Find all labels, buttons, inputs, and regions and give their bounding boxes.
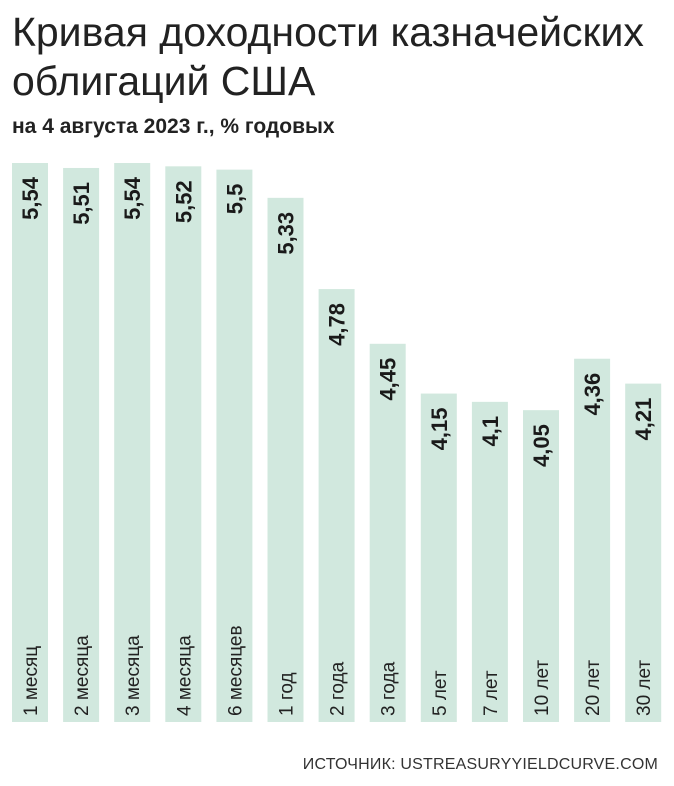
bar-group: 5,5 6 месяцев [216,169,253,722]
bar-value-label: 4,1 [478,416,503,447]
bar [63,167,100,722]
bar-group: 5,54 3 месяца [114,163,151,722]
bar-group: 5,54 1 месяц [12,163,48,722]
bar [216,169,253,722]
category-label: 30 лет [634,660,655,716]
bar [12,163,48,722]
bar-group: 4,15 5 лет [420,393,457,722]
bar [318,289,355,722]
bar [420,393,457,722]
category-label: 5 лет [430,670,451,716]
chart-title: Кривая доходности казначейских облигаций… [12,9,644,104]
bar [114,163,151,722]
bar [523,410,559,722]
bar [471,401,508,722]
bar-value-label: 5,54 [120,176,145,220]
bar [267,197,304,722]
bar-group: 5,33 1 год [267,197,304,722]
category-label: 7 лет [481,670,502,716]
bar-value-label: 5,52 [171,180,196,223]
bar-value-label: 5,54 [18,176,43,220]
category-label: 2 года [328,661,349,716]
bar-group: 4,36 20 лет [574,358,611,722]
bar-group: 5,51 2 месяца [63,167,100,722]
bar [165,166,202,722]
bar [625,383,662,722]
bar-group: 4,21 30 лет [625,383,662,722]
category-label: 10 лет [532,660,553,716]
bar-value-label: 5,51 [69,182,94,225]
source-note: ИСТОЧНИК: USTREASURYYIELDCURVE.COM [302,756,658,773]
bar-value-label: 4,36 [580,373,605,416]
bar-group: 4,45 3 года [369,343,406,722]
bar-value-label: 4,78 [325,303,350,346]
bar-group: 4,1 7 лет [471,401,508,722]
bar [369,343,406,722]
category-label: 4 месяца [174,635,195,716]
bar-value-label: 5,5 [222,184,247,215]
bar-group: 4,78 2 года [318,289,355,722]
bar-value-label: 4,05 [529,424,554,467]
bar-value-label: 5,33 [274,212,299,255]
bar-value-label: 4,15 [427,408,452,451]
category-label: 1 месяц [21,646,42,716]
bar-value-label: 4,21 [631,398,656,441]
category-label: 20 лет [583,660,604,716]
category-label: 1 год [277,672,298,716]
bar [574,358,611,722]
category-label: 3 месяца [123,635,144,716]
chart-subtitle: на 4 августа 2023 г., % годовых [12,115,335,138]
category-label: 6 месяцев [225,625,246,716]
bar-group: 4,05 10 лет [523,410,559,722]
category-label: 2 месяца [72,635,93,716]
bar-value-label: 4,45 [376,358,401,401]
bar-group: 5,52 4 месяца [165,166,202,722]
category-label: 3 года [379,661,400,716]
